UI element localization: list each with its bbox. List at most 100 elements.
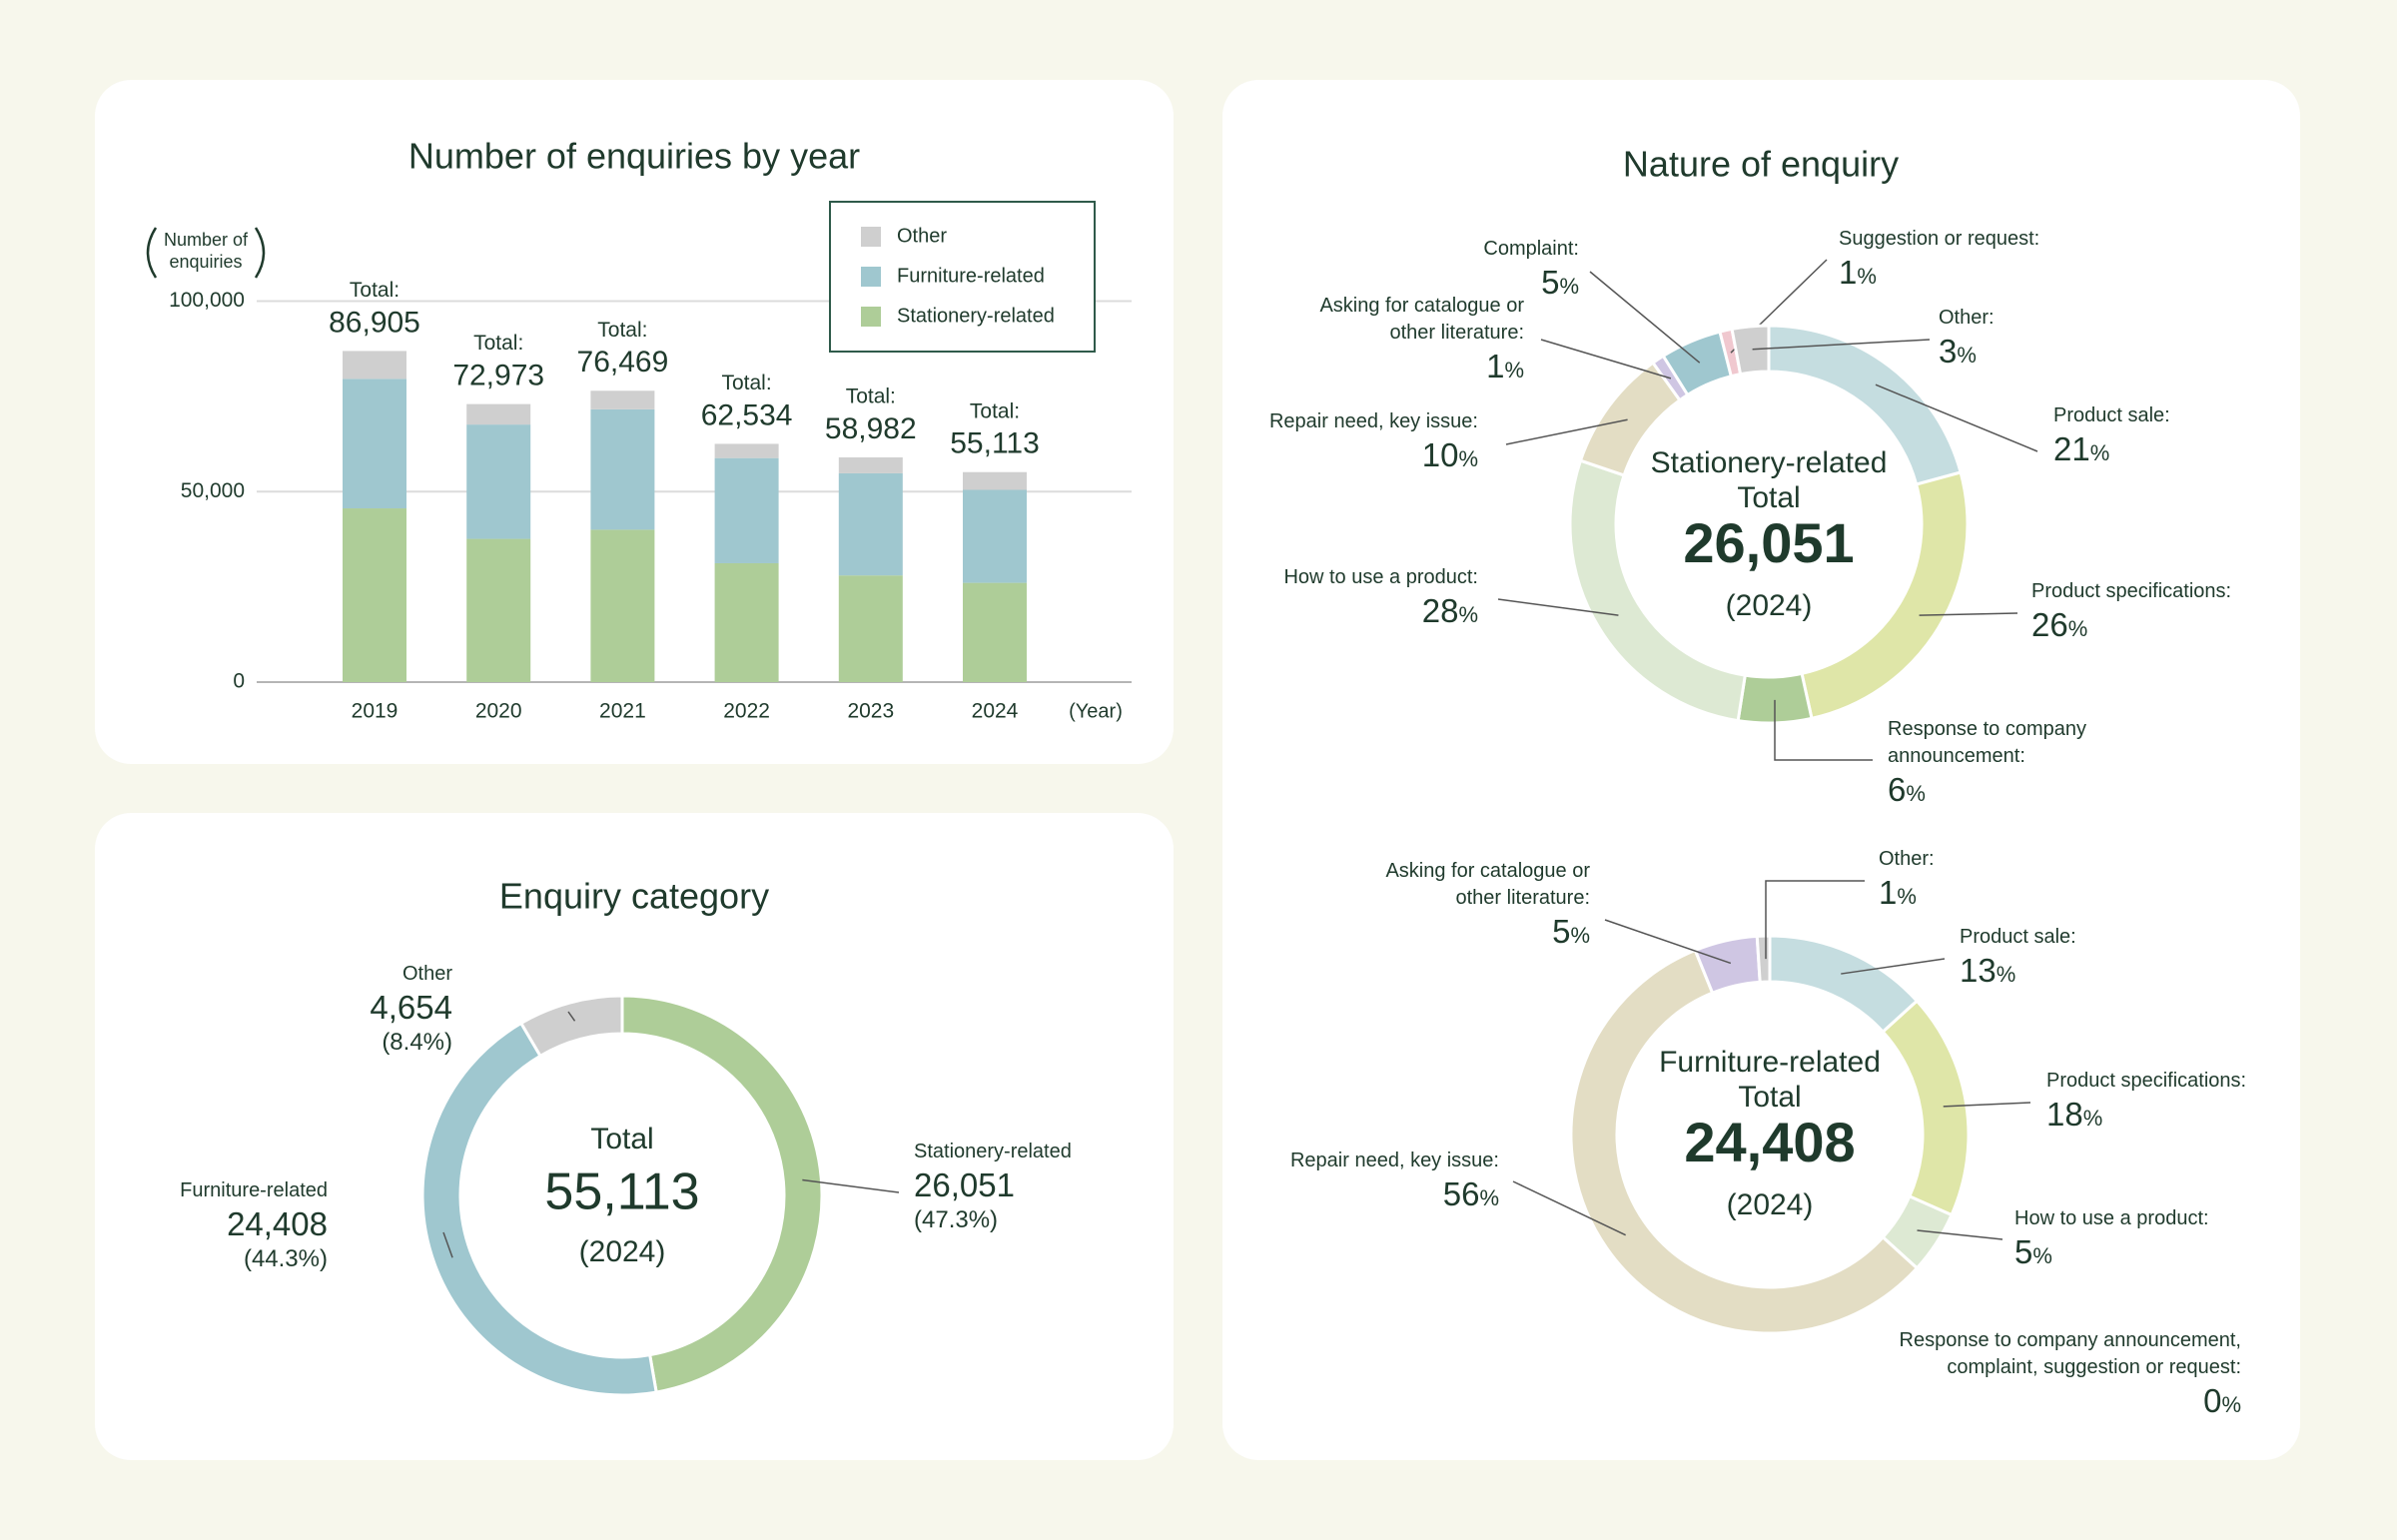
slice-unit: % — [1957, 343, 1977, 368]
slice-value: 1% — [1279, 347, 1524, 390]
x-tick-label: 2019 — [352, 700, 399, 723]
center-text: Stationery-related — [1651, 446, 1888, 479]
legend-label: Furniture-related — [897, 265, 1045, 287]
donut-slice — [1569, 948, 1920, 1335]
slice-label: Asking for catalogue or other literature… — [1345, 858, 1590, 956]
legend-swatch — [861, 307, 881, 327]
slice-value: 10% — [1269, 435, 1478, 479]
slice-name: Stationery-related — [914, 1141, 1072, 1162]
slice-unit: % — [1479, 1185, 1499, 1210]
slice-name: Other: — [1879, 848, 1935, 870]
slice-unit: % — [1458, 602, 1478, 627]
slice-unit: % — [1458, 446, 1478, 471]
total-caption: Total: — [721, 372, 771, 394]
x-tick-label: 2022 — [723, 700, 770, 723]
slice-label: Response to company announcement: 6% — [1888, 716, 2117, 814]
center-text: 55,113 — [544, 1163, 699, 1221]
slice-name: Product sale: — [2053, 404, 2170, 426]
center-text: (2024) — [1727, 1188, 1814, 1221]
slice-value: 5% — [1345, 912, 1590, 956]
slice-value: 5% — [2014, 1232, 2209, 1276]
slice-label: Stationery-related 26,051 (47.3%) — [914, 1139, 1072, 1235]
bar-segment — [466, 538, 531, 682]
slice-label: Other 4,654 (8.4%) — [370, 961, 452, 1058]
bar-segment — [590, 529, 655, 682]
center-text: Total — [1738, 1081, 1801, 1114]
donut-slice — [1755, 934, 1772, 984]
total-label: 76,469 — [577, 346, 669, 379]
slice-label: Complaint: 5% — [1483, 236, 1579, 307]
legend-label: Other — [897, 225, 947, 247]
slice-name: Product sale: — [1960, 926, 2076, 948]
x-tick-label: 2024 — [972, 700, 1019, 723]
slice-label: Product specifications: 26% — [2031, 578, 2231, 649]
leader-line — [1589, 271, 1701, 364]
slice-value: 24,408 — [227, 1205, 328, 1242]
total-label: 62,534 — [701, 398, 793, 431]
slice-label: How to use a product: 28% — [1283, 564, 1478, 635]
slice-unit: % — [2089, 440, 2110, 465]
y-axis-label: Number of enquiries — [163, 230, 249, 272]
leader-line — [1943, 1102, 2031, 1108]
donut-slice — [1730, 324, 1771, 377]
slice-value: 0% — [1882, 1381, 2241, 1425]
slice-value: 5% — [1483, 263, 1579, 307]
leader-line — [1604, 919, 1732, 965]
bar-segment — [466, 403, 531, 425]
slice-name: Repair need, key issue: — [1289, 1150, 1499, 1171]
slice-label: Product specifications: 18% — [2046, 1068, 2246, 1139]
total-label: 72,973 — [452, 360, 544, 392]
y-tick-label: 50,000 — [181, 479, 245, 502]
leader-line — [1752, 339, 1931, 351]
slice-name: Asking for catalogue or other literature… — [1385, 860, 1590, 909]
slice-value: 1% — [1879, 873, 1935, 917]
slice-number: 5 — [1552, 913, 1571, 950]
slice-unit: % — [1504, 358, 1524, 383]
bar-segment — [838, 456, 903, 473]
bar-segment — [963, 471, 1027, 490]
center-text: 24,408 — [1684, 1111, 1855, 1173]
slice-name: Product specifications: — [2031, 580, 2232, 602]
slice-value: 4,654 — [370, 989, 452, 1026]
chart-title: Enquiry category — [499, 876, 769, 917]
slice-unit: % — [2082, 1106, 2103, 1131]
panel — [95, 813, 1174, 1460]
bar-segment — [466, 424, 531, 539]
bar-segment — [343, 379, 406, 509]
slice-percent: (8.4%) — [382, 1029, 452, 1056]
slice-unit: % — [1996, 962, 2016, 987]
slice-value: 26,051 — [914, 1166, 1015, 1203]
x-tick-label: 2023 — [847, 700, 894, 723]
slice-unit: % — [1857, 264, 1877, 289]
x-tick-label: 2020 — [475, 700, 522, 723]
slice-percent: (44.3%) — [243, 1245, 328, 1272]
slice-unit: % — [1906, 781, 1926, 806]
total-caption: Total: — [350, 279, 400, 302]
slice-unit: % — [2067, 616, 2088, 641]
leader-line — [1841, 958, 1946, 975]
bar-segment — [714, 443, 779, 458]
leader-line — [1505, 418, 1628, 445]
total-label: 86,905 — [329, 306, 420, 339]
bar-segment — [590, 390, 655, 409]
slice-unit: % — [1570, 923, 1590, 948]
slice-name: How to use a product: — [2014, 1207, 2209, 1229]
section-title: Nature of enquiry — [1623, 144, 1899, 185]
slice-label: Repair need, key issue: 10% — [1269, 408, 1478, 479]
legend-swatch — [861, 267, 881, 287]
leader-line — [802, 1178, 900, 1193]
slice-unit: % — [2221, 1392, 2241, 1417]
slice-label: Other: 1% — [1879, 846, 1935, 917]
center-text: Total — [1737, 481, 1800, 514]
total-caption: Total: — [970, 399, 1020, 422]
slice-name: Product specifications: — [2046, 1070, 2247, 1092]
y-tick-label: 100,000 — [169, 289, 245, 312]
y-tick-label: 0 — [233, 670, 245, 693]
x-axis-label: (Year) — [1069, 700, 1123, 722]
slice-number: 1 — [1879, 874, 1898, 911]
leader-line — [442, 1231, 453, 1258]
paren — [146, 227, 158, 279]
slice-percent: (47.3%) — [914, 1206, 999, 1233]
slice-label: Other: 3% — [1939, 305, 1995, 376]
